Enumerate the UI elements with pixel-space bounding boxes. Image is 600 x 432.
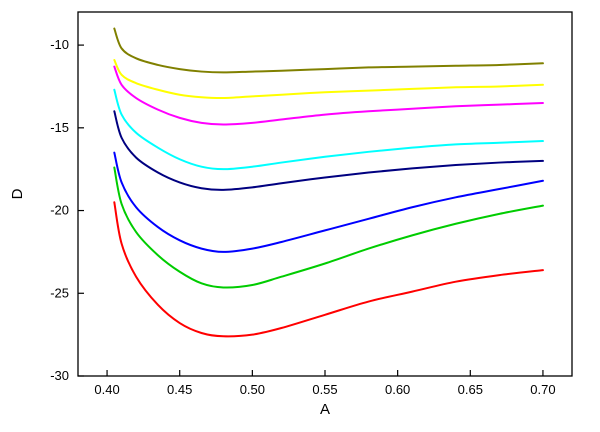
x-tick-label: 0.55 [312, 382, 337, 397]
curve-dark-yellow [113, 27, 544, 74]
curve-cyan [113, 88, 544, 171]
y-tick-label: -10 [50, 37, 69, 52]
curve-green [113, 166, 544, 289]
curve-navy [113, 110, 544, 191]
y-axis-title: D [9, 188, 26, 199]
y-tick-label: -20 [50, 203, 69, 218]
y-tick-label: -15 [50, 120, 69, 135]
x-tick-label: 0.50 [240, 382, 265, 397]
x-tick-label: 0.70 [530, 382, 555, 397]
x-axis-title: A [320, 401, 330, 418]
x-tick-label: 0.40 [94, 382, 119, 397]
x-tick-label: 0.45 [167, 382, 192, 397]
curve-magenta [113, 65, 544, 126]
curve-blue [113, 151, 544, 253]
curve-yellow [113, 58, 544, 100]
x-tick-label: 0.65 [458, 382, 483, 397]
y-tick-label: -25 [50, 285, 69, 300]
plot-frame [77, 11, 573, 377]
curve-red [113, 201, 544, 338]
x-tick-label: 0.60 [385, 382, 410, 397]
y-tick-label: -30 [50, 368, 69, 383]
